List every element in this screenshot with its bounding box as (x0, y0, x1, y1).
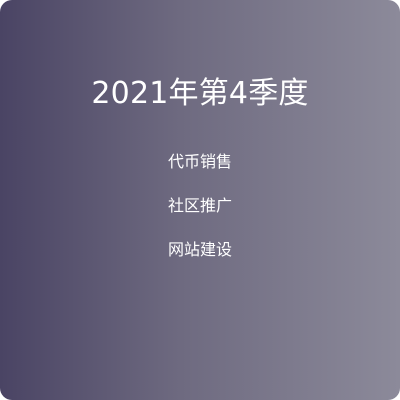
card-title: 2021年第4季度 (91, 76, 309, 111)
milestone-list: 代币销售 社区推广 网站建设 (0, 150, 400, 282)
milestone-item: 网站建设 (167, 240, 232, 259)
milestone-item: 社区推广 (167, 196, 232, 215)
milestone-item: 代币销售 (167, 152, 232, 171)
